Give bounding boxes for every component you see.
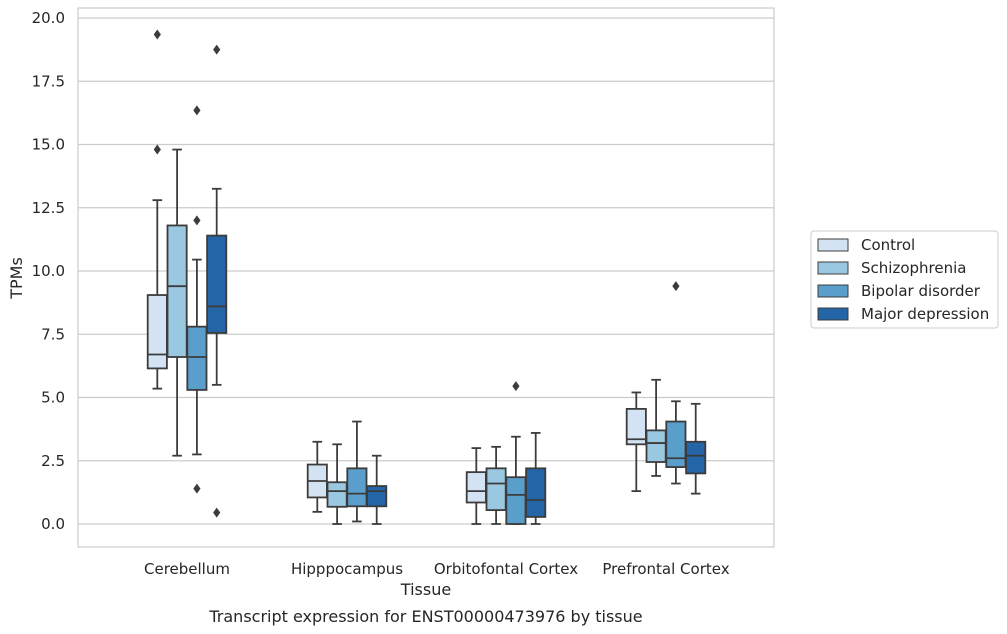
box <box>645 378 667 477</box>
y-tick-label: 17.5 <box>32 72 65 90</box>
outlier-point <box>193 215 201 226</box>
box <box>505 381 527 525</box>
x-tick-label: Cerebellum <box>144 560 230 578</box>
y-tick-label: 12.5 <box>32 199 65 217</box>
outlier-point <box>153 29 161 40</box>
outlier-point <box>153 144 161 155</box>
legend-item: Schizophrenia <box>817 259 966 277</box>
box-body <box>465 471 487 504</box>
box-groups <box>146 29 707 525</box>
legend-swatch <box>817 284 849 298</box>
legend-label: Control <box>861 236 915 254</box>
box-group <box>465 381 547 525</box>
legend-swatch <box>817 307 849 321</box>
box-body <box>645 429 667 463</box>
chart-title: Transcript expression for ENST0000047397… <box>208 607 642 626</box>
box <box>346 420 368 523</box>
legend-label: Bipolar disorder <box>861 282 981 300</box>
x-tick-label: Orbitofontal Cortex <box>434 560 578 578</box>
outlier-point <box>193 483 201 494</box>
x-tick-label: Prefrontal Cortex <box>602 560 729 578</box>
y-tick-label: 0.0 <box>41 515 65 533</box>
box-body <box>525 467 547 518</box>
outlier-point <box>213 44 221 55</box>
box <box>525 432 547 525</box>
box-body <box>505 476 527 525</box>
legend-frame <box>810 230 999 329</box>
legend-item: Bipolar disorder <box>817 282 981 300</box>
plot-area <box>77 7 775 548</box>
legend-swatch <box>817 238 849 252</box>
box-body <box>685 440 707 475</box>
box <box>665 281 687 485</box>
box-body <box>625 407 647 446</box>
box <box>625 391 647 493</box>
box <box>186 105 208 494</box>
box <box>306 440 328 513</box>
box-group <box>625 281 707 495</box>
legend-label: Schizophrenia <box>861 259 966 277</box>
box-group <box>146 29 228 518</box>
y-tick-label: 5.0 <box>41 389 65 407</box>
box <box>366 454 388 525</box>
box-body <box>326 481 348 508</box>
box <box>685 402 707 495</box>
box-body <box>146 294 168 370</box>
box <box>465 447 487 525</box>
y-tick-label: 15.0 <box>32 136 65 154</box>
box-body <box>346 467 368 508</box>
box <box>166 148 188 457</box>
box <box>206 44 228 518</box>
y-tick-label: 7.5 <box>41 325 65 343</box>
x-axis-label: Tissue <box>400 580 451 599</box>
box-body <box>206 234 228 334</box>
outlier-point <box>672 281 680 292</box>
box-body <box>166 224 188 358</box>
y-tick-labels: 0.0 2.5 5.0 7.5 10.0 12.5 15.0 17.5 20.0 <box>32 9 65 533</box>
x-tick-labels: Cerebellum Hipppocampus Orbitofontal Corte… <box>144 560 730 578</box>
outlier-point <box>512 381 520 392</box>
box-group <box>306 420 388 525</box>
y-tick-label: 10.0 <box>32 262 65 280</box>
outlier-point <box>193 105 201 116</box>
legend: Control Schizophrenia Bipolar disorder Majo… <box>810 230 999 329</box>
legend-item: Major depression <box>817 305 989 323</box>
x-tick-label: Hipppocampus <box>291 560 403 578</box>
outlier-point <box>213 507 221 518</box>
y-tick-label: 20.0 <box>32 9 65 27</box>
box-body <box>366 485 388 508</box>
box-body <box>665 420 687 468</box>
legend-item: Control <box>817 236 915 254</box>
y-axis-label: TPMs <box>7 257 26 300</box>
legend-swatch <box>817 261 849 275</box>
y-tick-label: 2.5 <box>41 452 65 470</box>
box-body <box>186 325 208 391</box>
box-body <box>485 467 507 511</box>
legend-label: Major depression <box>861 305 989 323</box>
